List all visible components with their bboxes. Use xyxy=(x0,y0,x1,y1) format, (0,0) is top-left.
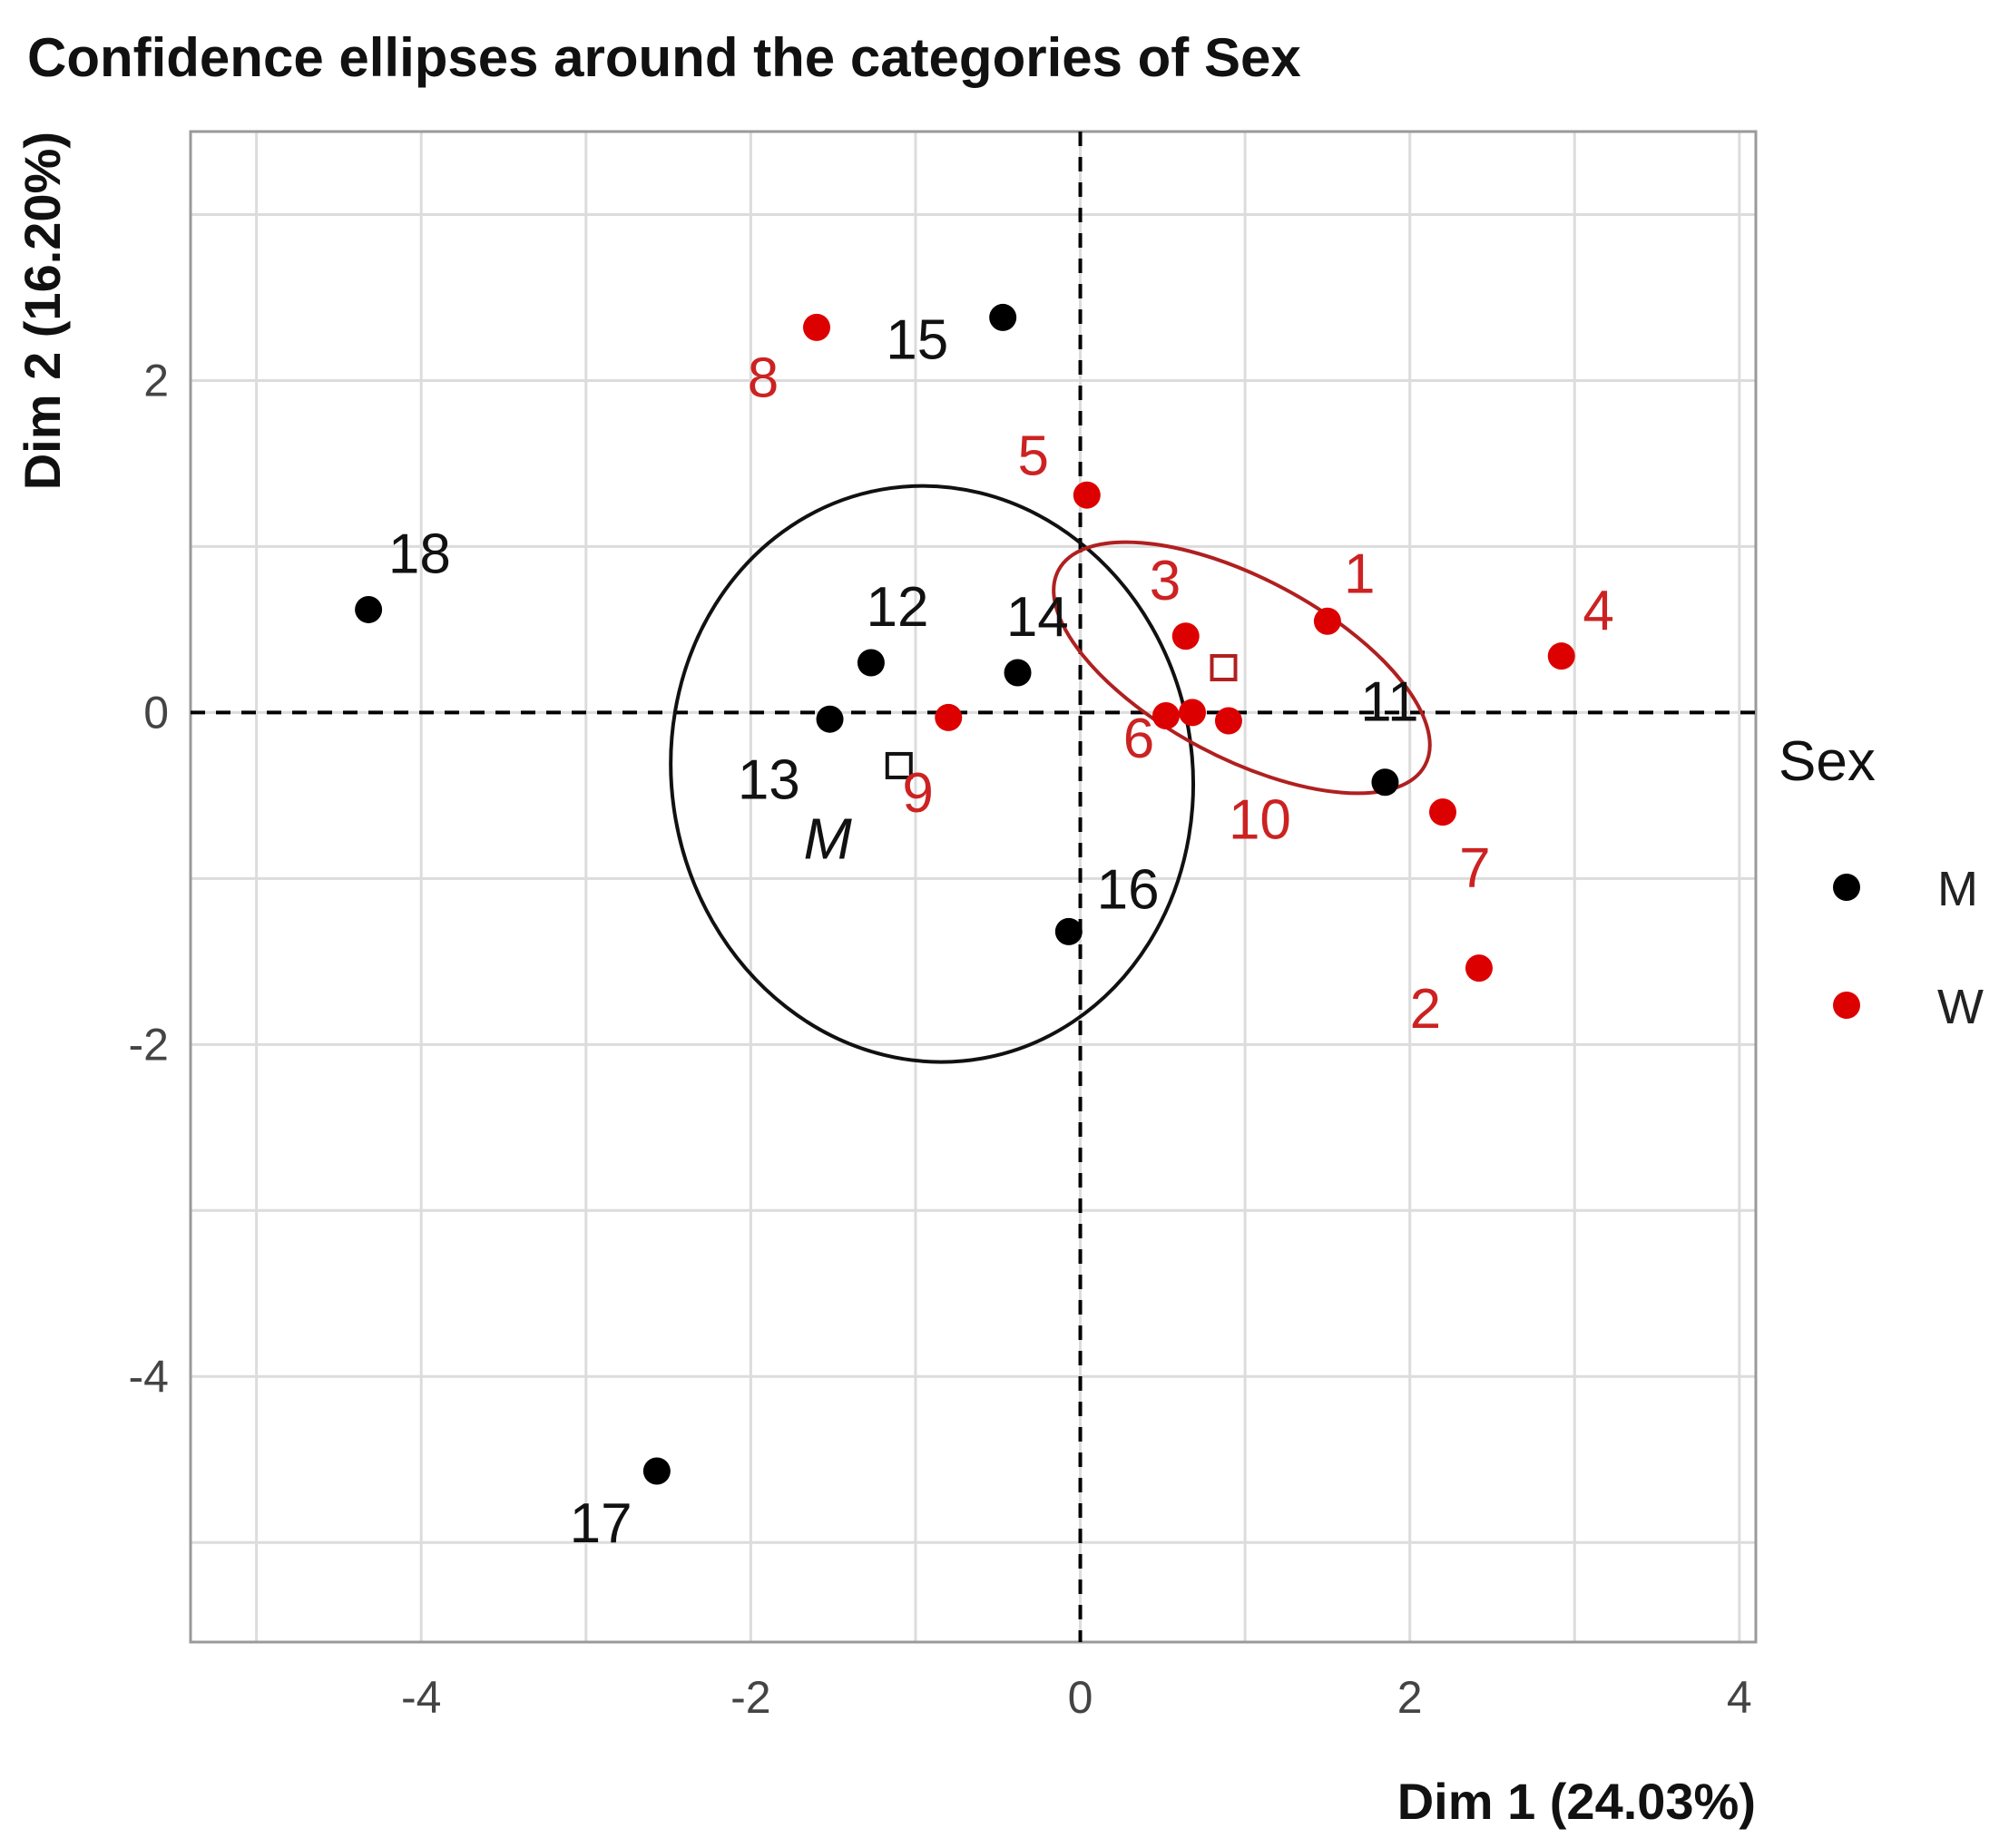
data-point-m xyxy=(1054,917,1083,945)
legend-key-m xyxy=(1833,874,1860,901)
y-tick-label: -4 xyxy=(129,1351,169,1402)
point-label: 10 xyxy=(1229,788,1291,851)
data-point-w xyxy=(1313,607,1341,635)
legend-title: Sex xyxy=(1779,730,1876,793)
data-point-w xyxy=(1152,702,1180,730)
data-point-m xyxy=(642,1457,671,1485)
x-axis-title: Dim 1 (24.03%) xyxy=(1397,1773,1756,1830)
point-label: 4 xyxy=(1583,580,1613,642)
x-tick-labels: -4 -2 0 2 4 xyxy=(401,1672,1752,1723)
point-label: 1 xyxy=(1344,543,1375,606)
point-label: 16 xyxy=(1097,858,1160,921)
data-point-w xyxy=(1073,481,1101,509)
legend-label-m: M xyxy=(1937,862,1978,916)
y-tick-label: -2 xyxy=(129,1019,169,1070)
confidence-ellipses xyxy=(669,484,1432,1064)
reference-lines xyxy=(191,132,1756,1642)
data-point-w xyxy=(1547,642,1575,670)
confidence-ellipse-w xyxy=(1052,540,1432,796)
x-tick-label: -2 xyxy=(730,1672,770,1723)
x-tick-label: 0 xyxy=(1068,1672,1093,1723)
data-point-m xyxy=(989,303,1017,331)
legend-label-w: W xyxy=(1937,980,1984,1034)
point-label: 6 xyxy=(1123,708,1154,770)
point-label: 3 xyxy=(1150,550,1181,612)
data-point-w xyxy=(1465,954,1493,983)
confidence-ellipse-m xyxy=(669,484,1195,1064)
data-point-m xyxy=(816,705,844,733)
centroid-marker-w xyxy=(1210,653,1238,681)
data-point-w xyxy=(1429,798,1456,826)
point-label: 8 xyxy=(748,347,779,410)
data-point-m xyxy=(1371,768,1399,797)
legend-key-w xyxy=(1833,992,1860,1019)
x-tick-label: 4 xyxy=(1727,1672,1752,1723)
point-label: 9 xyxy=(902,762,933,825)
point-label: 5 xyxy=(1018,425,1049,488)
data-point-w xyxy=(1179,699,1206,727)
data-point-w xyxy=(935,703,963,731)
chart-title: Confidence ellipses around the categorie… xyxy=(27,27,1301,88)
centroid-label-m: M xyxy=(803,806,852,871)
y-axis-title: Dim 2 (16.20%) xyxy=(14,132,71,490)
point-label: 12 xyxy=(866,576,928,639)
y-tick-label: 2 xyxy=(143,355,169,406)
point-label: 17 xyxy=(570,1492,632,1555)
y-tick-labels: 2 0 -2 -4 xyxy=(129,355,169,1402)
point-label: 2 xyxy=(1410,978,1441,1041)
point-label: 18 xyxy=(388,523,451,586)
data-point-m xyxy=(355,595,383,623)
data-point-w xyxy=(803,313,830,341)
point-label: 11 xyxy=(1360,671,1418,734)
point-label: 14 xyxy=(1006,586,1069,649)
legend: Sex M W xyxy=(1779,730,1984,1034)
point-label: 7 xyxy=(1459,837,1490,900)
grid xyxy=(191,132,1756,1642)
data-point-m xyxy=(857,649,885,677)
x-tick-label: -4 xyxy=(401,1672,441,1723)
x-tick-label: 2 xyxy=(1397,1672,1423,1723)
point-label: 13 xyxy=(738,749,800,812)
centroid-marker-m xyxy=(885,751,913,779)
data-point-m xyxy=(1004,659,1032,687)
data-point-w xyxy=(1214,707,1242,735)
plot-border xyxy=(189,130,1758,1644)
data-point-w xyxy=(1171,622,1200,650)
y-tick-label: 0 xyxy=(143,687,169,738)
point-label: 15 xyxy=(886,309,948,372)
